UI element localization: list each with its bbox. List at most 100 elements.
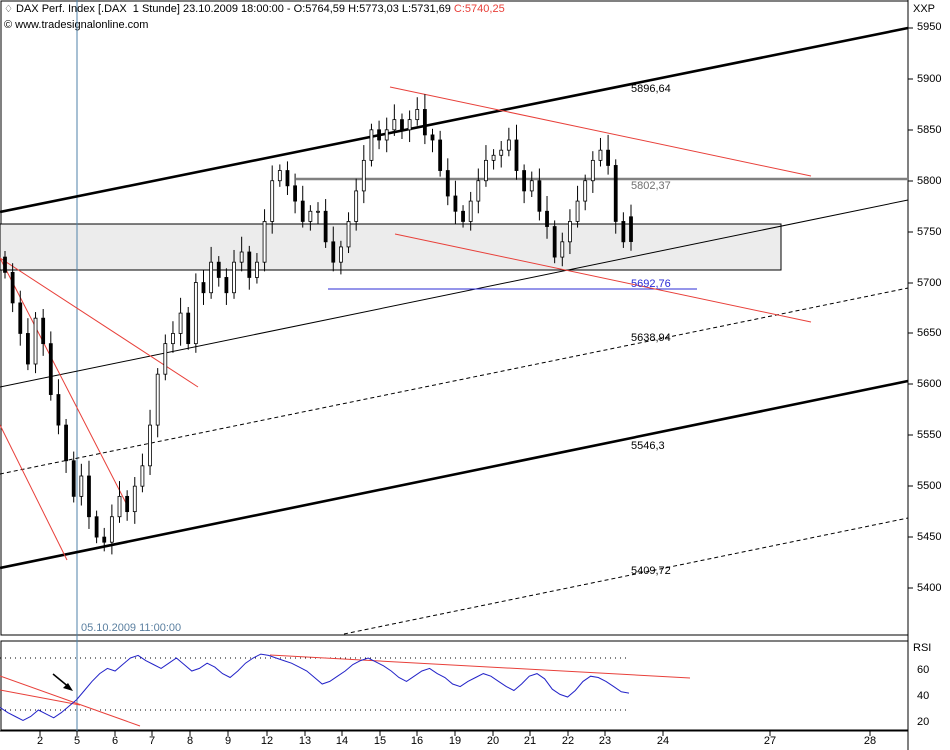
candle-body (216, 261, 221, 278)
candle-body (560, 241, 565, 258)
candle-body (392, 119, 397, 131)
candle-body (308, 210, 313, 222)
candle-body (438, 139, 443, 171)
candle-body (293, 185, 297, 202)
rsi-tick-40: 40 (917, 690, 930, 702)
candle-body (148, 424, 152, 467)
candle-body (94, 516, 99, 538)
candle-body (484, 159, 488, 182)
candle-body (568, 221, 572, 243)
x-tick-label: 12 (260, 735, 274, 747)
candle-body (186, 312, 191, 345)
diamond-icon[interactable]: ♢ (4, 4, 13, 15)
candle-body (270, 180, 275, 222)
candle-body (545, 210, 549, 227)
candle-body (529, 180, 534, 192)
candle-body (79, 475, 84, 497)
x-tick-label: 28 (863, 735, 877, 747)
cursor-date-label: 05.10.2009 11:00:00 (81, 622, 182, 634)
candle-body (316, 210, 320, 213)
rsi-tick-60: 60 (917, 664, 930, 676)
axis-ticks (39, 27, 913, 736)
candle-body (583, 180, 588, 202)
dashed-channel-upper (0, 287, 909, 475)
y-tick-label: 5450 (917, 531, 942, 543)
chart-header: ♢ DAX Perf. Index [.DAX 1 Stunde] 23.10.… (4, 3, 505, 15)
y-tick-label: 5700 (917, 277, 942, 289)
level-label-3: 5692,76 (631, 278, 671, 290)
arrow-icon (52, 673, 73, 691)
candle-body (346, 221, 351, 248)
candle-body (285, 170, 290, 187)
rsi-line (0, 653, 630, 721)
lower-channel-line (0, 379, 909, 570)
red-downtrend-lower (394, 233, 812, 323)
level-label-4: 5638,94 (631, 332, 671, 344)
candle-body (132, 485, 137, 513)
candle-body (606, 149, 610, 166)
candle-body (232, 261, 236, 294)
candle-body (56, 394, 61, 426)
x-tick-label: 16 (410, 735, 424, 747)
level-label-2: 5802,37 (631, 180, 671, 192)
candle-body (209, 261, 214, 294)
level-label-6: 5409,72 (631, 565, 671, 577)
candle-body (499, 149, 504, 156)
candle-body (598, 149, 603, 161)
ohlc-open: O:5764,59 (293, 3, 346, 15)
source-link[interactable]: © www.tradesignalonline.com (4, 19, 149, 31)
candle-body (613, 165, 618, 222)
candle-body (193, 282, 198, 345)
candle-body (575, 200, 580, 222)
y-tick-label: 5500 (917, 480, 942, 492)
instrument-code: XXP (913, 3, 936, 15)
y-tick-label: 5400 (917, 582, 942, 594)
candle-body (453, 195, 458, 212)
candle-body (64, 424, 68, 462)
candle-body (18, 302, 23, 334)
candle-body (247, 251, 252, 278)
x-tick-label: 24 (656, 735, 670, 747)
candle-body (277, 170, 282, 182)
ohlc-high: H:5773,03 (348, 3, 399, 15)
x-tick-label: 23 (598, 735, 612, 747)
rsi-title: RSI (913, 642, 932, 654)
rsi-tick-20: 20 (917, 716, 930, 728)
candle-body (26, 333, 30, 365)
red-fan-line-3 (0, 424, 68, 561)
y-tick-label: 5650 (917, 327, 942, 339)
x-tick-label: 22 (561, 735, 575, 747)
candle-body (155, 373, 160, 426)
candle-body (522, 170, 527, 192)
x-tick-label: 5 (73, 735, 81, 747)
candle-body (514, 139, 519, 171)
x-tick-label: 9 (224, 735, 232, 747)
candle-body (377, 129, 381, 141)
level-label-1: 5896,64 (631, 83, 671, 95)
candle-body (537, 180, 542, 212)
candle-body (87, 475, 91, 518)
candle-body (163, 343, 168, 375)
consolidation-box (0, 223, 782, 271)
candle-body (41, 317, 46, 345)
y-tick-label: 5750 (917, 226, 942, 238)
x-tick-label: 14 (335, 735, 349, 747)
y-tick-label: 5800 (917, 175, 942, 187)
middle-trend-line (0, 199, 909, 388)
y-tick-label: 5550 (917, 429, 942, 441)
candle-body (239, 251, 244, 263)
candle-body (331, 241, 336, 263)
candle-body (461, 210, 465, 222)
dashed-channel-lower (343, 517, 909, 635)
x-tick-label: 2 (36, 735, 44, 747)
candle-body (369, 129, 374, 161)
candle-body (171, 333, 175, 345)
candle-body (361, 159, 366, 192)
candle-body (109, 516, 114, 543)
red-downtrend-upper (389, 86, 812, 177)
y-tick-label: 5600 (917, 378, 942, 390)
candle-body (140, 465, 145, 487)
candle-body (117, 495, 122, 518)
